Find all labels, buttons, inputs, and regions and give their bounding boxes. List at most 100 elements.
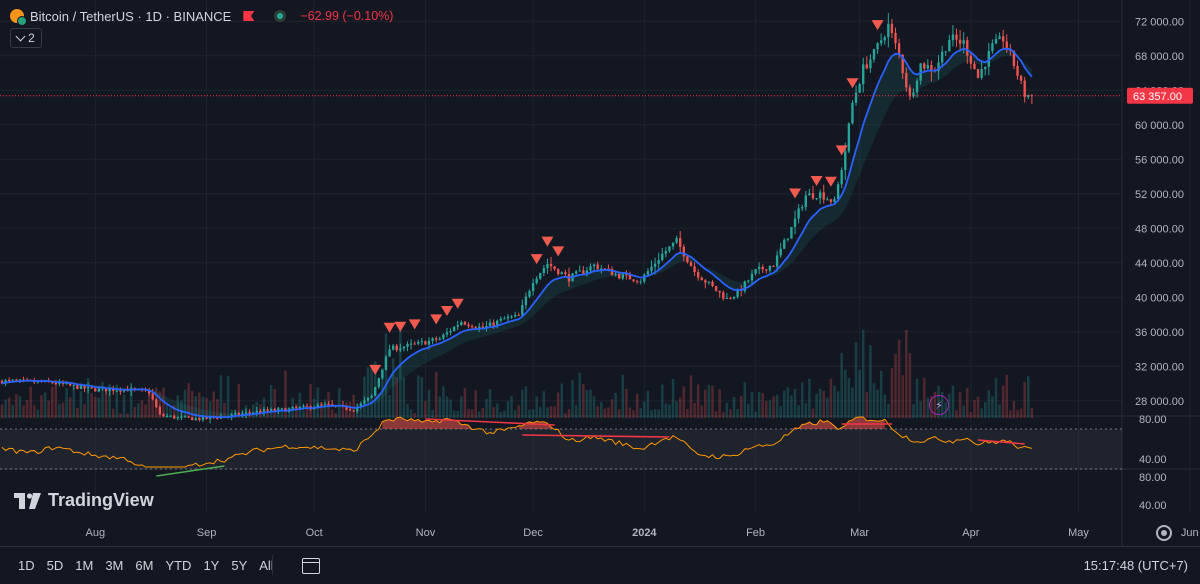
volume-bar — [897, 339, 901, 418]
calendar-icon[interactable] — [301, 557, 320, 574]
volume-bar — [722, 412, 725, 418]
volume-bar — [905, 329, 908, 418]
candle-body — [381, 369, 384, 379]
timeframe-5d[interactable]: 5D — [46, 558, 64, 573]
volume-bar — [818, 388, 822, 418]
candle-body — [524, 296, 528, 305]
timeframe-6m[interactable]: 6M — [135, 558, 154, 573]
volume-bar — [165, 404, 169, 418]
volume-bar — [883, 394, 887, 418]
volume-bar — [621, 374, 625, 418]
candle-body — [112, 388, 115, 391]
volume-bar — [449, 399, 452, 418]
volume-bar — [205, 398, 208, 418]
candle-body — [704, 280, 707, 283]
volume-bar — [33, 405, 36, 418]
volume-bar — [962, 405, 965, 418]
candle-body — [614, 273, 617, 276]
candle-body — [650, 266, 653, 272]
volume-bar — [908, 353, 912, 418]
rsi-tick-label: 80.00 — [1139, 414, 1167, 426]
candle-body — [937, 62, 940, 72]
candle-body — [682, 246, 685, 257]
tradingview-logo: TradingView — [14, 490, 154, 511]
volume-bar — [876, 389, 879, 418]
candle-body — [585, 270, 589, 274]
candle-body — [356, 406, 359, 412]
volume-bar — [517, 405, 520, 418]
rsi-divergence-line — [156, 465, 225, 477]
candle-body — [327, 403, 330, 405]
volume-bar — [294, 403, 298, 418]
candle-body — [7, 379, 11, 381]
volume-bar — [25, 399, 29, 418]
lightning-icon[interactable]: ⚡ — [929, 395, 949, 415]
indicators-toggle-button[interactable]: 2 — [10, 28, 42, 48]
price-tick-label: 60 000.00 — [1135, 120, 1184, 132]
volume-bar — [366, 367, 370, 418]
volume-bar — [406, 403, 409, 418]
volume-bar — [607, 407, 610, 418]
candle-body — [431, 338, 434, 341]
volume-bar — [639, 408, 642, 418]
volume-bar — [750, 392, 754, 418]
candle-body — [743, 281, 746, 291]
candle-body — [958, 39, 962, 44]
candle-body — [779, 248, 782, 256]
timeframe-1d[interactable]: 1D — [18, 558, 35, 573]
candle-body — [987, 51, 990, 67]
volume-bars — [0, 326, 1034, 418]
volume-bar — [625, 388, 628, 418]
candle-body — [259, 410, 262, 413]
symbol-title[interactable]: Bitcoin / TetherUS · 1D · BINANCE — [30, 8, 232, 24]
candle-body — [833, 198, 836, 202]
volume-bar — [119, 413, 122, 418]
volume-bar — [549, 406, 553, 418]
candle-body — [248, 412, 251, 414]
time-tick-label: Oct — [306, 527, 323, 539]
timeframe-all[interactable]: All — [259, 558, 274, 573]
lower-pane-tick-label: 80.00 — [1139, 472, 1167, 484]
candle-body — [750, 273, 754, 281]
candle-body — [531, 282, 535, 291]
volume-bar — [829, 378, 833, 418]
candle-body — [686, 256, 689, 263]
candle-body — [187, 416, 190, 418]
candle-body — [269, 409, 273, 411]
candle-body — [183, 416, 187, 418]
candle-body — [775, 255, 779, 267]
timeframe-1y[interactable]: 1Y — [203, 558, 220, 573]
candle-body — [592, 264, 596, 267]
candle-body — [474, 327, 477, 329]
time-tick-label: Feb — [746, 527, 765, 539]
volume-bar — [97, 397, 101, 418]
volume-bar — [890, 368, 894, 418]
timeframe-1m[interactable]: 1M — [75, 558, 94, 573]
timeframe-3m[interactable]: 3M — [105, 558, 124, 573]
timeframe-5y[interactable]: 5Y — [231, 558, 248, 573]
candle-body — [456, 325, 459, 327]
candle-body — [980, 69, 983, 78]
candle-body — [510, 316, 513, 318]
volume-bar — [998, 404, 1001, 418]
candle-body — [589, 266, 592, 271]
volume-bar — [280, 409, 284, 418]
candle-body — [725, 297, 729, 299]
timeframe-ytd[interactable]: YTD — [165, 558, 192, 573]
candle-body — [829, 199, 833, 202]
candle-body — [119, 390, 122, 392]
market-status-icon[interactable] — [274, 10, 287, 22]
volume-bar — [804, 403, 808, 418]
settings-gear-icon[interactable] — [1156, 525, 1172, 541]
candle-body — [991, 43, 994, 52]
flag-icon[interactable] — [243, 11, 255, 21]
volume-bar — [395, 377, 398, 418]
candle-body — [976, 69, 980, 78]
volume-bar — [420, 377, 424, 418]
candle-body — [205, 416, 208, 419]
candle-body — [696, 272, 700, 278]
clock-timezone[interactable]: 15:17:48 (UTC+7) — [1083, 558, 1188, 573]
candle-body — [72, 385, 75, 387]
candle-body — [295, 407, 298, 409]
